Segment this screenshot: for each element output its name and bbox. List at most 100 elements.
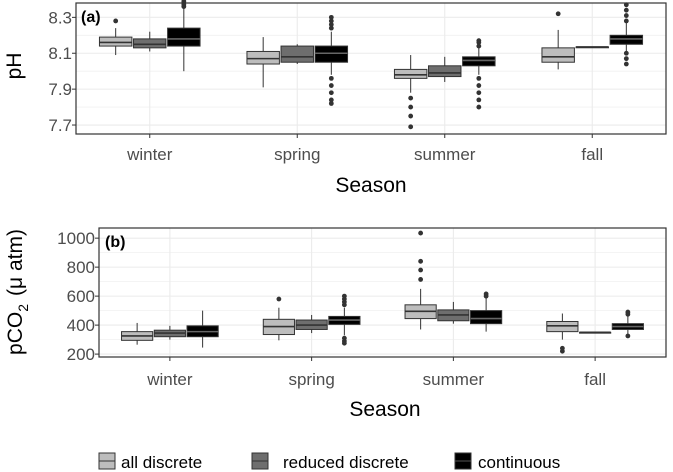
box-continuous-spring: [328, 293, 361, 346]
panel-b-label: (b): [105, 234, 125, 251]
panel-b-boxes: [121, 230, 644, 354]
outlier-point: [623, 56, 629, 62]
box-reduced-discrete-spring: [280, 44, 314, 65]
x-tick-label-summer: summer: [414, 145, 476, 164]
panel-a-background: [76, 3, 666, 134]
box-body: [428, 65, 462, 78]
legend: all discrete reduced discrete continuous: [98, 452, 560, 472]
outlier-point: [408, 113, 414, 119]
box-body: [462, 56, 496, 67]
y-tick-label: 200: [67, 345, 95, 364]
outlier-point: [328, 22, 334, 27]
outlier-point: [408, 124, 414, 130]
box-reduced-discrete-summer: [437, 301, 470, 324]
x-tick-label-fall: fall: [581, 145, 603, 164]
outlier-point: [341, 293, 347, 299]
x-tick-label-winter: winter: [126, 145, 173, 164]
panel-b-x-axis-label: Season: [349, 398, 420, 421]
panel-a-boxes: [98, 0, 644, 130]
box-body: [167, 27, 201, 47]
outlier-point: [625, 333, 631, 339]
outlier-point: [328, 18, 334, 24]
box-body: [280, 45, 314, 63]
outlier-point: [483, 291, 489, 297]
y-tick-label: 8.3: [48, 8, 72, 27]
outlier-point: [418, 230, 424, 236]
y-tick-label: 7.7: [48, 116, 72, 135]
y-tick-label: 8.1: [48, 44, 72, 63]
box-all-discrete-fall: [541, 11, 575, 70]
box-reduced-discrete-winter: [133, 31, 167, 52]
panel-b-y-ticks: 200 400 600 800 1000: [57, 229, 99, 364]
panel-a-x-axis-label: Season: [335, 174, 406, 197]
box-continuous-spring: [314, 14, 349, 106]
panel-a: (a) 7.77.98.18.3 winter spring summer fall …: [3, 0, 667, 197]
outlier-point: [408, 104, 414, 110]
x-tick-label-fall: fall: [584, 370, 606, 389]
box-body: [470, 310, 503, 325]
outlier-point: [328, 83, 334, 88]
outlier-point: [418, 277, 424, 282]
box-continuous-fall: [611, 309, 644, 339]
box-reduced-discrete-fall: [579, 331, 612, 334]
outlier-point: [476, 90, 482, 96]
outlier-point: [328, 75, 334, 81]
outlier-point: [623, 18, 629, 24]
box-continuous-summer: [462, 38, 496, 110]
legend-item-reduced-discrete: reduced discrete: [251, 452, 409, 472]
box-body: [609, 34, 644, 45]
legend-label-continuous: continuous: [478, 453, 560, 472]
box-body: [393, 68, 428, 79]
box-all-discrete-fall: [546, 313, 579, 354]
outlier-point: [555, 11, 561, 17]
x-tick-label-spring: spring: [288, 370, 334, 389]
outlier-point: [623, 50, 629, 56]
legend-label-all-discrete: all discrete: [121, 453, 202, 472]
panel-b-x-ticks: winter spring summer fall: [146, 357, 606, 389]
panel-a-x-ticks: winter spring summer fall: [126, 134, 603, 164]
legend-item-all-discrete: all discrete: [98, 452, 202, 472]
y-tick-label: 600: [67, 287, 95, 306]
panel-b-y-axis-label-main: pCO: [4, 312, 27, 355]
box-reduced-discrete-summer: [428, 56, 462, 82]
outlier-point: [476, 97, 482, 103]
box-continuous-winter: [186, 310, 219, 348]
box-all-discrete-winter: [121, 322, 154, 345]
panel-b-background: [99, 228, 666, 357]
outlier-point: [328, 14, 334, 20]
outlier-point: [408, 95, 414, 101]
box-body: [314, 45, 349, 63]
outlier-point: [328, 101, 334, 106]
box-all-discrete-summer: [404, 230, 437, 330]
y-tick-label: 800: [67, 258, 95, 277]
box-all-discrete-spring: [246, 37, 280, 88]
box-body: [98, 36, 133, 47]
outlier-point: [341, 340, 347, 346]
outlier-point: [476, 83, 482, 88]
outlier-point: [328, 25, 334, 31]
outlier-point: [276, 296, 282, 302]
box-continuous-summer: [470, 291, 503, 332]
x-tick-label-summer: summer: [423, 370, 485, 389]
panel-a-label: (a): [81, 9, 101, 26]
y-tick-label: 400: [67, 316, 95, 335]
box-reduced-discrete-fall: [575, 46, 609, 49]
y-tick-label: 7.9: [48, 80, 72, 99]
outlier-point: [623, 13, 629, 18]
panel-a-y-axis-label: pH: [3, 53, 26, 80]
outlier-point: [476, 43, 482, 49]
outlier-point: [476, 38, 482, 44]
outlier-point: [418, 267, 424, 273]
outlier-point: [476, 75, 482, 81]
outlier-point: [328, 90, 334, 96]
panel-b-y-axis-label-subscript: 2: [15, 304, 31, 312]
outlier-point: [625, 309, 631, 315]
panel-b-y-axis-label-unit: (μ atm): [4, 229, 27, 296]
outlier-point: [328, 97, 334, 103]
box-body: [541, 47, 575, 63]
outlier-point: [559, 348, 565, 354]
box-reduced-discrete-winter: [153, 325, 186, 340]
outlier-point: [113, 18, 119, 24]
box-all-discrete-winter: [98, 18, 133, 56]
